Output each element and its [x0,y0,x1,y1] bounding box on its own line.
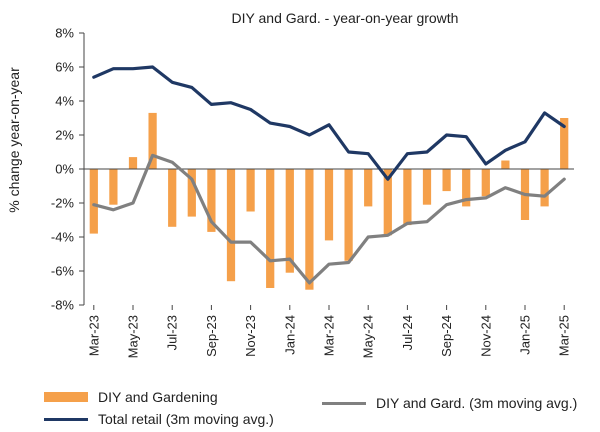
bar [560,118,569,169]
legend-item-diy-3m-avg: DIY and Gard. (3m moving avg.) [322,395,577,411]
legend-label: DIY and Gardening [98,389,218,405]
bar [266,169,275,288]
bar [226,169,236,282]
x-tick-label: Jan-25 [518,315,533,355]
bar [540,169,549,207]
x-tick-label: Jul-23 [165,315,180,350]
legend-swatch-line [322,401,366,405]
x-tick-label: Jan-24 [282,315,297,355]
y-tick-label: 4% [55,94,74,109]
bar [442,169,451,192]
bar [501,160,510,169]
bar-series [89,112,569,290]
bar [481,169,490,197]
legend-item-diy-gardening: DIY and Gardening [44,389,218,405]
chart-title: DIY and Gard. - year-on-year growth [232,10,459,26]
bar [89,169,98,234]
bar [324,169,334,241]
x-tick-label: Jul-24 [400,315,415,350]
bar [285,169,294,273]
legend-item-total-retail: Total retail (3m moving avg.) [44,411,274,427]
x-tick-label: Sep-23 [204,315,219,357]
bar [128,157,138,169]
x-tick-label: Nov-24 [478,315,493,357]
y-ticks: -8% -6% -4% -2% 0% 2% 4% 6% 8% [51,26,84,313]
y-tick-label: -6% [51,264,75,279]
y-axis-label: % change year-on-year [6,67,22,213]
y-tick-label: -4% [51,230,75,245]
bar [148,112,157,169]
line-series [92,65,566,285]
y-tick-label: 0% [55,162,74,177]
legend-swatch-line [44,417,88,421]
x-tick-label: Mar-23 [86,315,101,356]
x-tick-label: May-23 [126,315,141,358]
y-tick-label: 2% [55,128,74,143]
y-tick-label: -2% [51,196,75,211]
y-tick-label: 8% [55,26,74,41]
x-tick-label: Nov-23 [243,315,258,357]
series-line [92,153,566,285]
bar [168,169,177,227]
legend-label: Total retail (3m moving avg.) [98,411,274,427]
legend-swatch-bar [44,392,88,402]
bar [364,169,373,207]
bar [246,169,255,212]
bar [187,169,196,217]
bar [422,169,432,205]
bar [109,169,118,205]
x-tick-label: May-24 [361,315,376,358]
y-tick-label: -8% [51,298,75,313]
x-tick-label: Sep-24 [439,315,454,357]
bar [462,169,471,207]
bar [305,169,314,290]
x-tick-label: Mar-24 [322,315,337,356]
x-ticks: Mar-23 May-23 Jul-23 Sep-23 Nov-23 Jan-24 Mar-… [86,305,572,358]
x-tick-label: Mar-25 [557,315,572,356]
series-line [92,65,566,181]
bar [403,169,412,226]
bar [344,169,353,261]
bar [383,169,392,236]
bar [207,169,216,232]
y-tick-label: 6% [55,60,74,75]
legend-label: DIY and Gard. (3m moving avg.) [376,395,578,411]
chart: DIY and Gard. - year-on-year growth % ch… [6,10,574,358]
